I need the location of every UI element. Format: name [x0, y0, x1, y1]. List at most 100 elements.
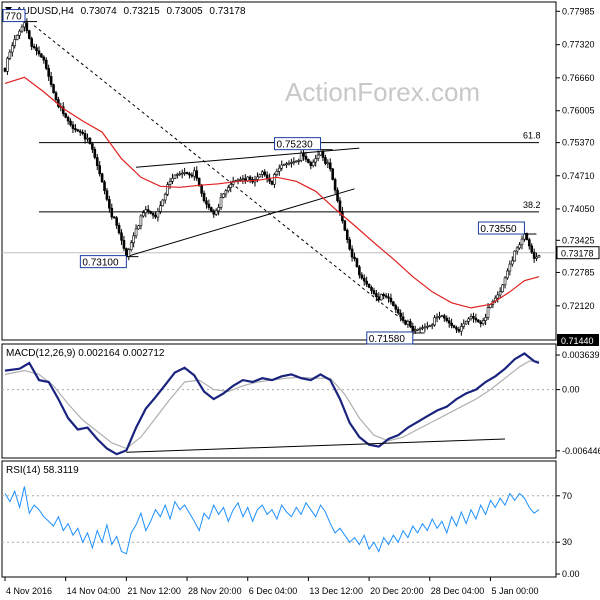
candle-body [430, 324, 434, 327]
x-tick-label: 28 Nov 20:00 [188, 586, 242, 596]
candle-body [176, 174, 179, 176]
candle-body [83, 133, 87, 140]
candle-body [178, 173, 182, 176]
x-tick-label: 28 Dec 04:00 [431, 586, 485, 596]
x-tick-label: 20 Dec 20:00 [370, 586, 424, 596]
candle-body [484, 317, 487, 321]
price-y-axis: 0.77985 0.77320 0.76660 0.76005 0.75370 0.747… [2, 6, 600, 346]
candle-body [423, 326, 427, 329]
candle-body [98, 165, 101, 175]
candle-body [15, 34, 19, 40]
price-tick-label: 0.75370 [562, 138, 595, 148]
candle-body [66, 117, 70, 122]
candle-body [333, 179, 337, 191]
candle-body [149, 211, 152, 214]
candle-body [358, 266, 361, 276]
candle-body [13, 39, 17, 47]
candle-body [307, 159, 310, 163]
candle-body [91, 143, 94, 150]
candle-body [229, 184, 233, 188]
candle-body [343, 220, 347, 231]
macd-trendline [126, 438, 506, 453]
candle-body [161, 199, 165, 207]
candle-body [399, 312, 402, 318]
macd-line [4, 352, 540, 456]
candle-body [535, 256, 538, 259]
candle-body [319, 151, 322, 156]
ohlc-low: 0.73005 [166, 6, 203, 17]
candle-body [433, 317, 436, 326]
candle-body [411, 325, 415, 332]
candle-body [108, 199, 111, 209]
candle-body [137, 225, 140, 230]
candle-body [222, 193, 225, 198]
candle-body [496, 294, 500, 299]
candle-body [348, 239, 351, 250]
candle-body [27, 30, 31, 39]
candle-body [409, 321, 412, 327]
candle-body [122, 240, 126, 249]
x-tick-label: 13 Dec 12:00 [309, 586, 363, 596]
candle-body [447, 320, 451, 324]
candle-body [377, 296, 381, 301]
candle-body [273, 174, 276, 185]
watermark: ActionForex.com [285, 77, 480, 107]
candle-body [103, 181, 106, 191]
candle-body [132, 235, 135, 244]
candle-body [76, 129, 80, 132]
price-annotation-label: 0.73550 [480, 224, 517, 235]
x-tick-label: 4 Nov 2016 [6, 586, 52, 596]
candle-body [321, 151, 325, 158]
candle-body [185, 172, 189, 174]
candle-body [309, 162, 313, 166]
candle-body [151, 213, 155, 216]
candle-body [389, 297, 393, 303]
candle-body [144, 209, 148, 214]
candle-body [30, 38, 34, 47]
candle-body [86, 137, 89, 140]
candle-body [200, 185, 203, 194]
low-price-label: 0.71440 [561, 336, 594, 346]
rsi-panel [1, 460, 557, 578]
candle-body [219, 197, 223, 208]
candle-body [435, 316, 439, 319]
candle-body [455, 327, 458, 330]
candle-body [47, 67, 50, 77]
candle-body [280, 164, 284, 169]
candle-body [258, 174, 262, 178]
candle-body [428, 325, 432, 327]
rsi-line: 70 30 0.00 [2, 486, 580, 579]
candle-body [314, 158, 317, 163]
candle-body [527, 239, 531, 247]
candle-body [510, 260, 514, 265]
candle-body [49, 76, 53, 85]
macd-lines: 0.003639 0.00 -0.006446 [2, 350, 600, 456]
candle-body [404, 320, 407, 325]
price-tick-label: 0.76660 [562, 73, 595, 83]
candle-body [202, 192, 206, 202]
candle-body [93, 149, 97, 158]
candle-body [129, 242, 133, 250]
candle-body [416, 329, 419, 331]
candle-body [372, 290, 376, 294]
candle-body [324, 157, 327, 164]
candle-body [163, 194, 167, 201]
candle-body [44, 59, 48, 69]
candle-body [302, 152, 305, 157]
candle-body [486, 307, 490, 318]
candle-body [23, 22, 26, 28]
candle-body [241, 178, 245, 180]
candle-body [328, 162, 332, 170]
price-annotation-label: 0.71580 [369, 334, 406, 345]
candle-body [418, 328, 422, 330]
candle-body [413, 329, 417, 332]
x-tick-label: 5 Jan 00:00 [491, 586, 538, 596]
ohlc-close: 0.73178 [209, 6, 246, 17]
price-tick-label: 0.72785 [562, 267, 595, 277]
candle-body [183, 172, 186, 174]
candle-body [445, 317, 449, 321]
candle-body [282, 164, 286, 166]
candle-body [195, 170, 199, 179]
candle-body [154, 214, 157, 218]
candle-body [460, 326, 463, 332]
